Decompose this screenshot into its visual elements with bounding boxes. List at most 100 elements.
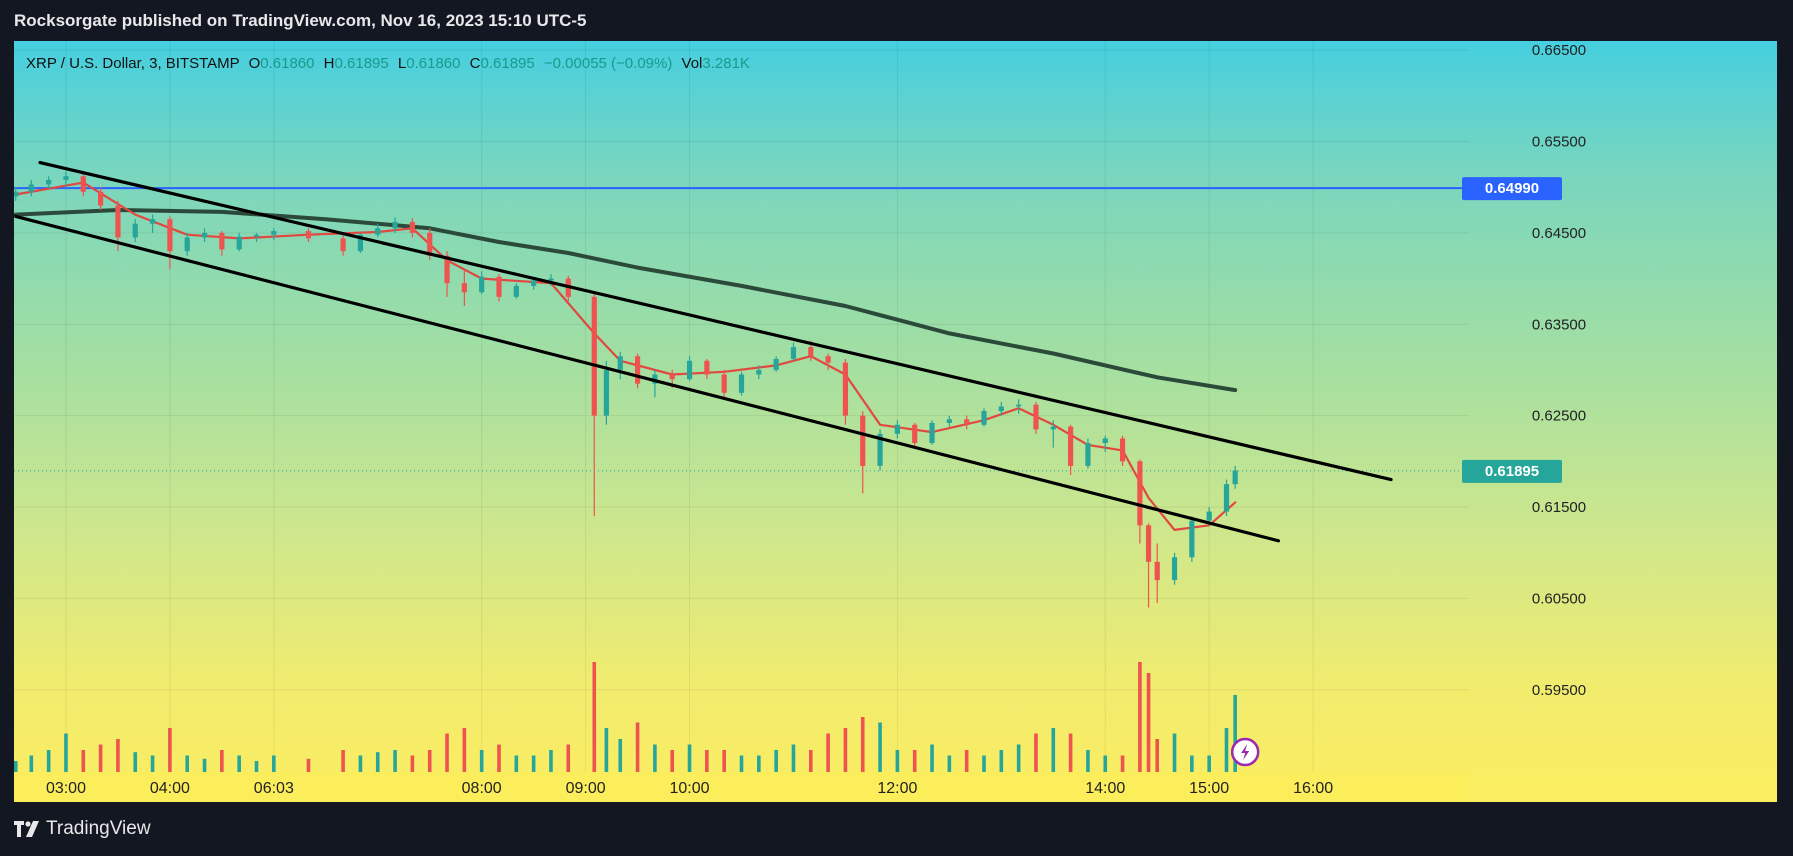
tradingview-footer[interactable]: TradingView bbox=[14, 818, 151, 840]
volume-bar bbox=[604, 728, 609, 772]
volume-bar bbox=[1086, 750, 1090, 772]
volume-bar bbox=[479, 750, 484, 772]
candle-body bbox=[1232, 470, 1238, 485]
volume-bar bbox=[982, 755, 986, 772]
volume-bar bbox=[843, 728, 848, 772]
chart-pane[interactable]: 03:00 04:00 06:03 08:00 09:00 10:00 12:00 14:00… bbox=[14, 41, 1777, 802]
time-tick-label: 15:00 bbox=[1189, 780, 1229, 797]
volume-bar bbox=[705, 750, 709, 772]
candle-body bbox=[167, 219, 173, 252]
horizontal-line-price-tag: 0.64990 bbox=[1485, 180, 1539, 197]
brand-name: TradingView bbox=[46, 818, 151, 839]
candle-body bbox=[340, 238, 346, 252]
volume-bar bbox=[826, 733, 830, 772]
candle-body bbox=[1189, 520, 1195, 558]
volume-bar bbox=[930, 744, 934, 772]
time-tick-label: 16:00 bbox=[1293, 780, 1333, 797]
candle-body bbox=[617, 356, 623, 370]
candle-body bbox=[721, 374, 727, 393]
lightning-glyph-icon bbox=[1241, 744, 1250, 760]
time-tick-label: 04:00 bbox=[150, 780, 190, 797]
change-value: −0.00055 (−0.09%) bbox=[543, 55, 673, 72]
candle-body bbox=[1154, 561, 1160, 581]
open-value: 0.61860 bbox=[260, 55, 315, 72]
candle-body bbox=[201, 232, 208, 238]
volume-bar bbox=[878, 722, 882, 772]
price-tick-label: 0.62500 bbox=[1532, 408, 1586, 425]
candle-body bbox=[669, 374, 675, 380]
candle-body bbox=[634, 356, 641, 384]
candle-body bbox=[479, 276, 485, 293]
volume-bar bbox=[895, 750, 900, 772]
time-tick-label: 12:00 bbox=[877, 780, 917, 797]
price-tick-label: 0.61500 bbox=[1532, 499, 1586, 516]
volume-bar bbox=[860, 717, 865, 772]
low-value: 0.61860 bbox=[406, 55, 461, 72]
price-tick-label: 0.65500 bbox=[1532, 134, 1586, 151]
trendline-lower bbox=[14, 214, 1281, 543]
volume-bar bbox=[375, 752, 380, 772]
candle-body bbox=[98, 191, 104, 206]
time-tick-label: 09:00 bbox=[566, 780, 606, 797]
volume-bar bbox=[566, 744, 571, 772]
candle-body bbox=[946, 419, 952, 423]
trendline-upper bbox=[38, 160, 1393, 482]
volume-bar bbox=[549, 750, 553, 772]
price-tick-label: 0.59500 bbox=[1532, 682, 1586, 699]
candle-body bbox=[912, 424, 918, 444]
candle-body bbox=[894, 424, 900, 434]
volume-bar bbox=[1207, 755, 1211, 772]
volume-bar bbox=[237, 755, 241, 772]
publish-header: Rocksorgate published on TradingView.com… bbox=[14, 11, 587, 30]
candle-body bbox=[808, 347, 814, 357]
volume-bar bbox=[445, 733, 449, 772]
volume-bar bbox=[1103, 755, 1108, 772]
volume-bar bbox=[272, 755, 276, 772]
tradingview-logo-icon bbox=[14, 821, 39, 837]
candle-body bbox=[1137, 461, 1143, 526]
candle-body bbox=[409, 221, 415, 233]
volume-bar bbox=[635, 722, 640, 772]
high-label: H bbox=[323, 55, 335, 72]
horizontal-line-price-tag-bg bbox=[1462, 177, 1562, 201]
volume-bar bbox=[220, 750, 224, 772]
candle-body bbox=[357, 234, 364, 252]
time-tick-label: 06:03 bbox=[254, 780, 294, 797]
candle-body bbox=[427, 232, 433, 256]
candle-body bbox=[46, 179, 52, 185]
candle-body bbox=[686, 360, 693, 380]
candle-body bbox=[1085, 443, 1091, 466]
volume-bar bbox=[774, 750, 778, 772]
volume-bar bbox=[1138, 662, 1142, 772]
ohlc-legend: XRP / U.S. Dollar, 3, BITSTAMP O0.61860 … bbox=[26, 55, 750, 72]
candle-body bbox=[80, 176, 86, 192]
candle-body bbox=[1145, 525, 1152, 562]
volume-bar bbox=[791, 744, 796, 772]
candle-body bbox=[1033, 404, 1039, 430]
volume-bar bbox=[358, 755, 363, 772]
volume-bar bbox=[757, 755, 761, 772]
volume-bar bbox=[531, 755, 536, 772]
volume-bar bbox=[739, 755, 744, 772]
volume-bar bbox=[1233, 695, 1237, 772]
volume-bar bbox=[912, 750, 917, 772]
time-tick-label: 03:00 bbox=[46, 780, 86, 797]
candle-body bbox=[603, 369, 609, 416]
volume-bar bbox=[999, 750, 1004, 772]
candle-body bbox=[219, 232, 225, 250]
volume-bar bbox=[341, 750, 345, 772]
volume-bar bbox=[1224, 728, 1229, 772]
price-chart[interactable]: 03:00 04:00 06:03 08:00 09:00 10:00 12:00 14:00… bbox=[14, 41, 1777, 802]
low-label: L bbox=[397, 55, 407, 72]
close-value: 0.61895 bbox=[480, 55, 535, 72]
candle-body bbox=[1068, 426, 1074, 466]
price-tick-label: 0.66500 bbox=[1532, 42, 1586, 59]
volume-bar bbox=[670, 750, 675, 772]
volume-bar bbox=[497, 744, 501, 772]
volume-bar bbox=[1034, 733, 1038, 772]
volume-bar bbox=[14, 761, 18, 772]
candle-body bbox=[63, 176, 69, 180]
volume-bar bbox=[808, 750, 813, 772]
candle-body bbox=[28, 184, 34, 192]
volume-bar bbox=[618, 739, 623, 772]
